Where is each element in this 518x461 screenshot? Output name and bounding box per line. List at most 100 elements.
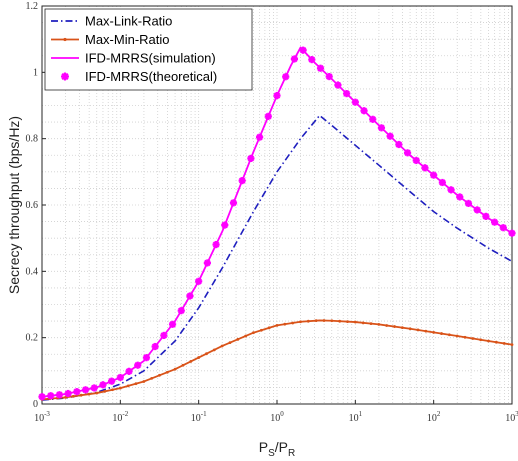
series-point [416, 328, 420, 332]
series-point [177, 307, 185, 315]
series-point [186, 292, 194, 300]
series-point [205, 352, 208, 356]
series-point [181, 363, 185, 367]
series-point [212, 348, 216, 352]
x-label-main: P [259, 439, 268, 455]
series-point [90, 384, 98, 392]
series-point [99, 381, 107, 389]
series-point [108, 377, 116, 385]
series-point [479, 338, 483, 342]
x-tick-label: 10-3 [34, 410, 50, 424]
series-point [499, 224, 507, 232]
legend-label: IFD-MRRS(theoretical) [85, 69, 217, 84]
series-point [73, 388, 81, 396]
series-point [64, 389, 72, 398]
series-point [377, 322, 381, 326]
series-point [244, 334, 248, 338]
series-point [338, 319, 342, 323]
series-point [229, 199, 238, 207]
series-point [71, 394, 75, 398]
series-point [430, 171, 438, 179]
series-point [126, 384, 130, 388]
legend-marker [61, 72, 69, 81]
series-point [282, 73, 290, 81]
series-point [118, 386, 122, 390]
series-point [125, 367, 133, 375]
series-point [421, 164, 429, 172]
series-point [299, 320, 302, 324]
series-point [189, 360, 193, 363]
series-point [334, 81, 342, 89]
series-point [473, 206, 481, 214]
series-point [220, 344, 224, 348]
series-point [471, 337, 475, 340]
legend-label: Max-Min-Ratio [85, 32, 170, 47]
x-label-sub1: S [268, 448, 275, 459]
series-layer [38, 46, 516, 401]
series-point [255, 133, 264, 141]
series-point [316, 64, 325, 72]
series-point [432, 330, 436, 334]
x-label-sep: /P [275, 439, 288, 455]
series-point [273, 91, 281, 100]
y-tick-label: 1 [33, 67, 38, 78]
series-point [134, 382, 138, 386]
series-point [456, 193, 464, 201]
series-1 [40, 319, 514, 401]
series-point [438, 178, 446, 187]
series-point [361, 321, 365, 325]
series-point [247, 154, 255, 162]
y-tick-label: 0.4 [26, 266, 39, 277]
series-point [325, 72, 333, 81]
series-point [142, 380, 146, 383]
series-point [314, 319, 318, 323]
series-point [38, 393, 46, 401]
series-point [173, 367, 177, 371]
series-point [502, 342, 506, 345]
series-point [47, 392, 55, 400]
y-tick-label: 0.8 [26, 134, 39, 145]
series-point [322, 319, 326, 322]
legend-marker [63, 37, 67, 42]
x-tick-label: 102 [427, 410, 441, 424]
series-point [482, 212, 490, 220]
x-tick-label: 10-2 [112, 410, 128, 424]
series-point [299, 46, 307, 54]
series-point [440, 332, 443, 335]
series-point [290, 55, 299, 63]
x-tick-label: 103 [505, 410, 518, 424]
legend: Max-Link-Ratio Max-Min-Ratio IFD-MRRS(simu… [44, 8, 253, 91]
series-point [377, 124, 386, 132]
series-point [267, 326, 271, 330]
series-point [142, 354, 151, 362]
series-point [510, 343, 514, 347]
series-point [116, 373, 124, 382]
series-point [87, 392, 91, 396]
series-point [275, 323, 279, 327]
series-0 [41, 114, 513, 401]
series-point [464, 199, 473, 208]
series-point [252, 331, 255, 335]
series-point [330, 319, 334, 323]
axis-ticks: 10-3 10-2 10-1 100 101 102 103 0 0.2 0.4 0.6 0.8 1 1.… [26, 1, 518, 424]
series-point [400, 326, 404, 330]
x-tick-label: 101 [349, 410, 363, 424]
series-point [369, 115, 377, 123]
series-point [424, 329, 428, 333]
series-point [490, 218, 499, 226]
x-tick-label: 10-1 [191, 410, 207, 424]
x-axis-label: PS/PR [259, 439, 295, 459]
series-point [395, 140, 403, 149]
series-point [134, 361, 142, 369]
series-point [111, 388, 114, 392]
y-tick-label: 0 [33, 399, 38, 410]
series-point [386, 132, 394, 140]
series-point [393, 325, 396, 328]
series-point [228, 341, 232, 345]
series-point [81, 386, 90, 394]
series-point [353, 320, 357, 324]
legend-label: IFD-MRRS(simulation) [85, 51, 216, 66]
series-point [236, 337, 240, 341]
series-point [283, 322, 287, 326]
y-tick-label: 0.2 [26, 333, 39, 344]
